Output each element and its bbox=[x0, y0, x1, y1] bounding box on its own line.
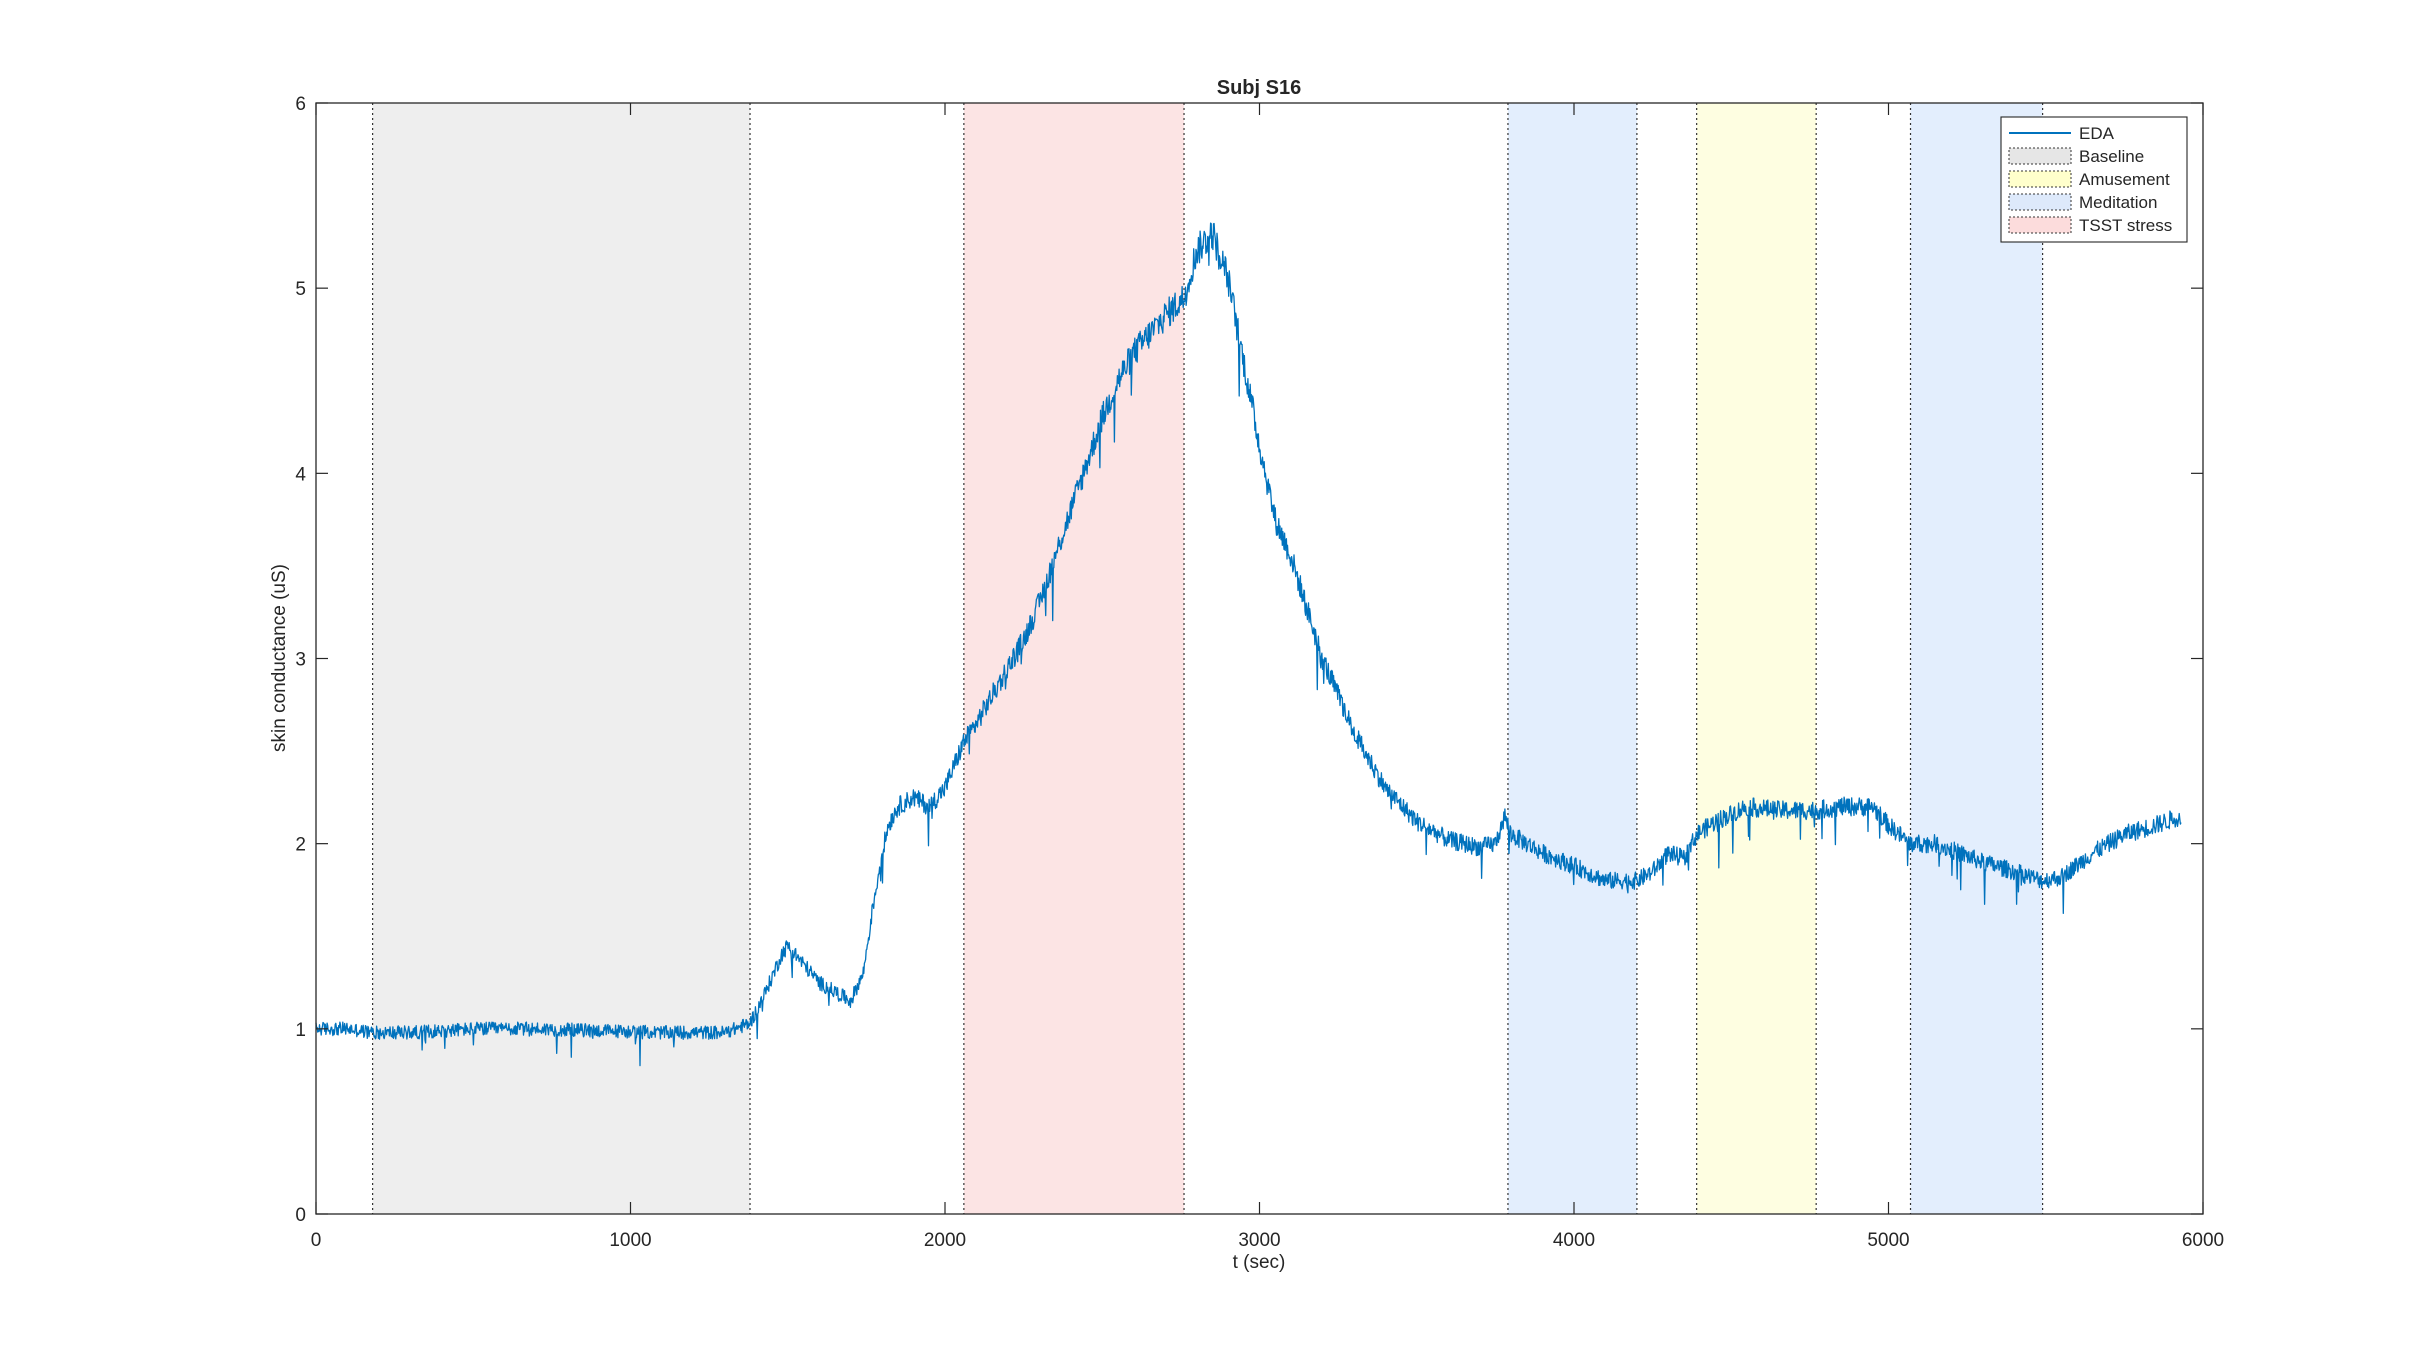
chart-title: Subj S16 bbox=[1217, 77, 1301, 99]
y-tick-label: 2 bbox=[295, 835, 306, 856]
legend-swatch-amusement bbox=[2008, 170, 2072, 188]
series-line-eda bbox=[315, 222, 2182, 1067]
legend-label-baseline: Baseline bbox=[2079, 147, 2144, 166]
x-tick-label: 3000 bbox=[1238, 1230, 1280, 1251]
legend-swatch-baseline bbox=[2008, 147, 2072, 165]
region-meditation-2 bbox=[1507, 103, 1637, 1214]
legend: EDA Baseline Amusement Meditation TSST stres… bbox=[2000, 116, 2188, 243]
y-axis-label: skin conductance (uS) bbox=[269, 564, 290, 752]
axis-ticks: 0 1000 2000 3000 4000 5000 6000 0 1 2 3 4 5 6 bbox=[295, 94, 2224, 1251]
legend-label-tsst-stress: TSST stress bbox=[2079, 216, 2172, 235]
x-tick-label: 5000 bbox=[1867, 1230, 1909, 1251]
x-tick-label: 2000 bbox=[924, 1230, 966, 1251]
x-tick-label: 1000 bbox=[609, 1230, 651, 1251]
x-tick-label: 4000 bbox=[1553, 1230, 1595, 1251]
series-layer bbox=[315, 222, 2182, 1067]
x-axis-label: t (sec) bbox=[1233, 1252, 1286, 1273]
legend-label-amusement: Amusement bbox=[2079, 170, 2170, 189]
x-tick-label: 6000 bbox=[2182, 1230, 2224, 1251]
y-tick-label: 6 bbox=[295, 94, 306, 115]
x-tick-label: 0 bbox=[311, 1230, 322, 1251]
y-tick-label: 3 bbox=[295, 650, 306, 671]
phase-regions bbox=[372, 103, 2044, 1214]
region-meditation-4 bbox=[1910, 103, 2043, 1214]
legend-label-meditation: Meditation bbox=[2079, 193, 2157, 212]
y-tick-label: 1 bbox=[295, 1020, 306, 1041]
legend-swatch-tsst-stress bbox=[2008, 216, 2072, 234]
y-tick-label: 5 bbox=[295, 279, 306, 300]
region-tsst-stress-1 bbox=[963, 103, 1185, 1214]
y-tick-label: 0 bbox=[295, 1205, 306, 1226]
legend-swatch-meditation bbox=[2008, 193, 2072, 211]
legend-label-eda: EDA bbox=[2079, 124, 2115, 143]
y-tick-label: 4 bbox=[295, 464, 306, 485]
region-baseline-0 bbox=[372, 103, 751, 1214]
region-amusement-3 bbox=[1696, 103, 1817, 1214]
